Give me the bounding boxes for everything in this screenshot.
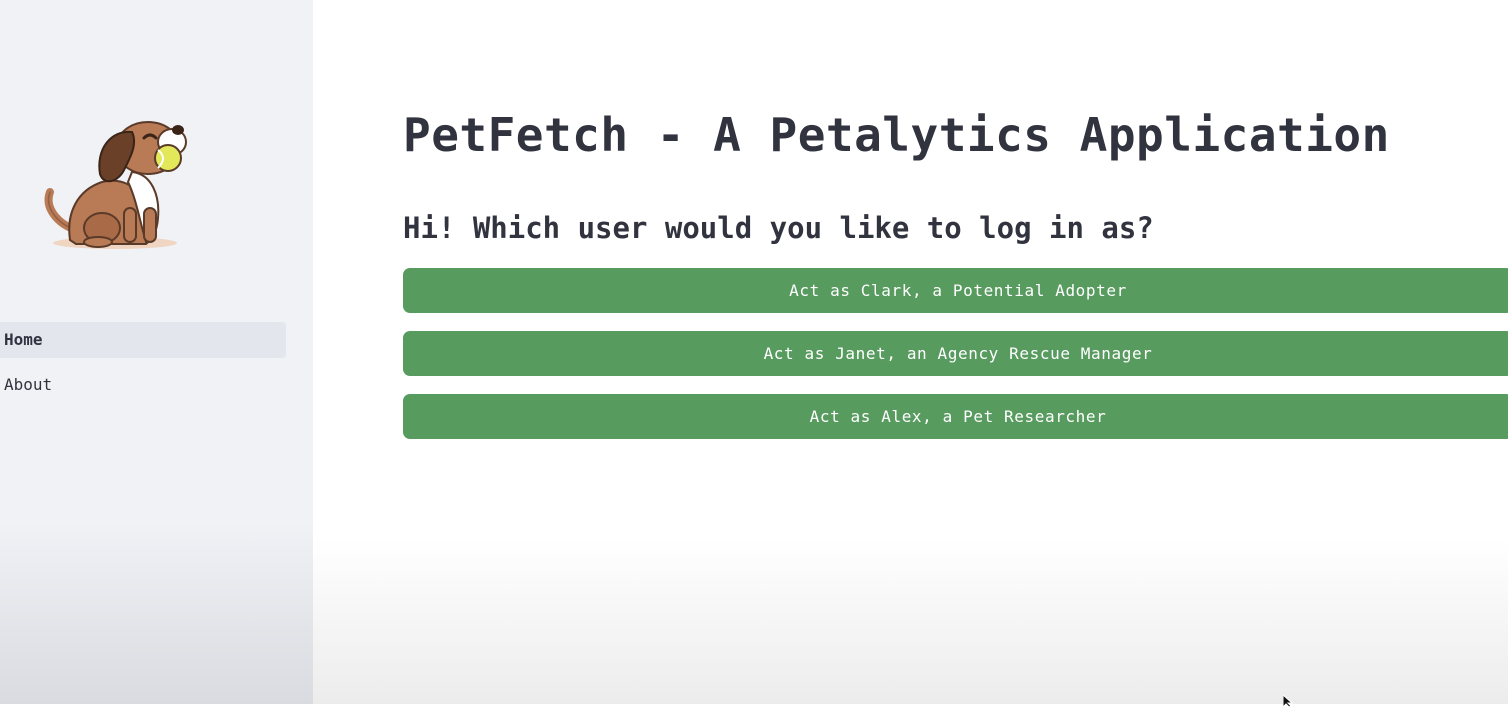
mouse-cursor-icon (1282, 692, 1295, 709)
page-subtitle: Hi! Which user would you like to log in … (403, 211, 1154, 245)
login-janet-button[interactable]: Act as Janet, an Agency Rescue Manager (403, 331, 1508, 376)
sidebar-item-about[interactable]: About (0, 367, 286, 403)
dog-mascot-icon (40, 112, 190, 258)
main-content: PetFetch - A Petalytics Application Hi! … (313, 0, 1508, 704)
login-clark-button[interactable]: Act as Clark, a Potential Adopter (403, 268, 1508, 313)
login-alex-button[interactable]: Act as Alex, a Pet Researcher (403, 394, 1508, 439)
button-label: Act as Alex, a Pet Researcher (809, 407, 1107, 426)
button-label: Act as Janet, an Agency Rescue Manager (763, 344, 1153, 363)
sidebar-item-home[interactable]: Home (0, 322, 286, 358)
sidebar-nav: Home About (0, 322, 286, 412)
sidebar: Home About (0, 0, 313, 704)
sidebar-item-label: About (4, 375, 53, 394)
button-label: Act as Clark, a Potential Adopter (789, 281, 1127, 300)
page-title: PetFetch - A Petalytics Application (403, 108, 1390, 162)
sidebar-item-label: Home (4, 330, 43, 349)
